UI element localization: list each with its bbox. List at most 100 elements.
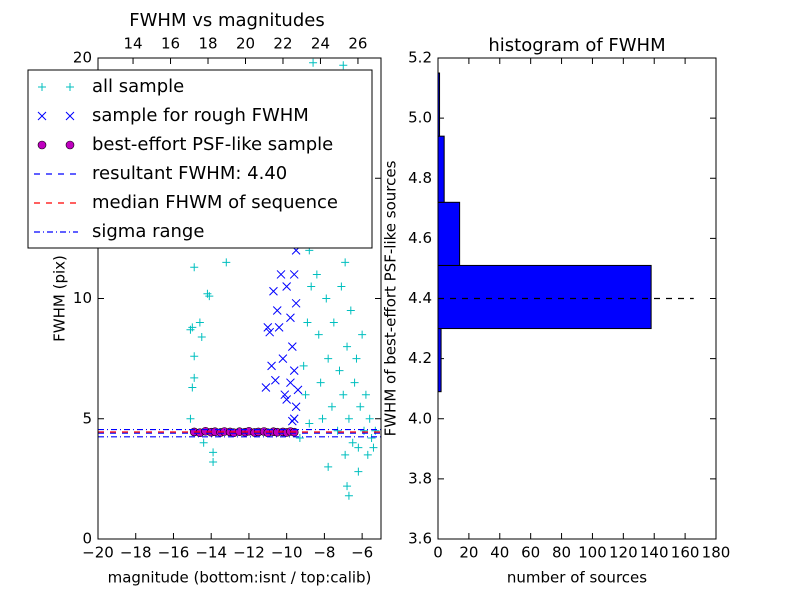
axes-frame <box>97 57 382 540</box>
plus-marker <box>361 390 370 399</box>
x-marker <box>293 385 303 395</box>
y-tick-label: 5.2 <box>408 49 432 67</box>
histogram-bar <box>437 135 445 203</box>
x-marker <box>261 383 271 392</box>
plus-marker <box>346 306 355 315</box>
x-tick-label: −8 <box>313 544 335 562</box>
x-tick-label: −16 <box>158 544 190 562</box>
axes-frame <box>437 57 717 540</box>
plus-marker <box>190 373 199 382</box>
y-tick-label: 4.8 <box>408 169 432 187</box>
x2-tick-label: 22 <box>273 35 292 53</box>
plus-marker <box>324 354 333 363</box>
plus-marker <box>301 390 310 399</box>
plus-marker <box>199 438 208 447</box>
plus-marker <box>344 414 353 423</box>
plus-marker <box>190 263 199 272</box>
x-marker <box>286 378 295 388</box>
x-tick-label: 60 <box>521 544 540 562</box>
plus-marker <box>343 342 352 351</box>
histogram-bar <box>437 264 652 330</box>
chart-title: histogram of FWHM <box>488 35 665 56</box>
legend-label: all sample <box>92 76 184 97</box>
x-tick-label: 180 <box>702 544 731 562</box>
plus-marker <box>352 354 361 363</box>
x2-tick-label: 24 <box>311 35 330 53</box>
plus-marker <box>337 282 346 291</box>
plus-marker <box>339 61 348 70</box>
y-tick-label: 3.6 <box>408 530 432 548</box>
x-tick-label: −10 <box>271 544 303 562</box>
x-marker <box>263 323 273 332</box>
x-tick-label: 80 <box>552 544 571 562</box>
plus-marker <box>344 491 353 500</box>
y-tick-label: 10 <box>73 289 92 307</box>
plus-marker <box>365 414 374 423</box>
x2-tick-label: 26 <box>348 35 367 53</box>
plus-marker <box>205 292 214 301</box>
plus-marker <box>343 482 352 491</box>
y-tick-label: 0 <box>82 530 92 548</box>
y-tick-label: 3.8 <box>408 469 432 487</box>
legend: all sample sample for rough FWHM best-effo… <box>27 69 373 249</box>
histogram-bar <box>437 201 461 266</box>
x-marker <box>37 111 47 121</box>
x2-tick-label: 16 <box>161 35 180 53</box>
x-tick-label: −18 <box>120 544 152 562</box>
plus-marker <box>324 462 333 471</box>
plus-marker <box>38 83 46 91</box>
x-marker <box>289 366 299 376</box>
y-tick-label: 4.6 <box>408 229 432 247</box>
x-tick-label: 0 <box>433 544 443 562</box>
plus-marker <box>295 433 304 442</box>
plus-marker <box>335 366 344 375</box>
plus-marker <box>367 433 376 442</box>
plus-marker <box>303 318 312 327</box>
chart-title: FWHM vs magnitudes <box>129 10 324 31</box>
y-axis-label: FWHM (pix) <box>51 255 69 342</box>
x-marker <box>272 306 282 315</box>
x-tick-label: −14 <box>195 544 227 562</box>
x-tick-label: −20 <box>82 544 114 562</box>
x-axis-label: magnitude (bottom:isnt / top:calib) <box>108 569 372 587</box>
x-marker <box>291 298 301 308</box>
plus-marker <box>356 402 365 411</box>
x2-tick-label: 20 <box>236 35 255 53</box>
x-marker <box>287 342 297 351</box>
plus-marker <box>314 330 323 339</box>
plus-marker <box>312 270 321 279</box>
x2-tick-label: 14 <box>124 35 143 53</box>
legend-label: median FHWM of sequence <box>92 192 338 213</box>
legend-box <box>27 69 373 249</box>
circle-marker <box>37 140 47 150</box>
x-tick-label: 160 <box>671 544 700 562</box>
x-tick-label: 40 <box>490 544 509 562</box>
plus-marker <box>195 318 204 327</box>
x-marker <box>291 402 301 412</box>
legend-label: resultant FWHM: 4.40 <box>92 163 287 184</box>
plus-marker <box>329 318 338 327</box>
plus-marker <box>197 332 206 341</box>
x-marker <box>282 395 292 404</box>
plus-marker <box>307 282 316 291</box>
x-marker <box>286 313 295 323</box>
legend-label: sample for rough FWHM <box>92 105 309 126</box>
x-marker <box>274 323 284 332</box>
x-marker <box>282 282 292 291</box>
plus-marker <box>318 414 327 423</box>
plus-marker <box>341 450 350 459</box>
plus-marker <box>299 361 308 370</box>
plus-marker <box>222 258 231 267</box>
x-tick-label: 20 <box>459 544 478 562</box>
plus-marker <box>322 294 331 303</box>
legend-label: sigma range <box>92 221 204 242</box>
x-tick-label: −12 <box>233 544 265 562</box>
plus-marker <box>186 414 195 423</box>
legend-label: best-effort PSF-like sample <box>92 134 333 155</box>
x-marker <box>267 361 276 371</box>
plus-marker <box>190 352 199 361</box>
y-tick-label: 5.0 <box>408 109 432 127</box>
plus-marker <box>327 402 336 411</box>
plus-marker <box>369 443 378 452</box>
